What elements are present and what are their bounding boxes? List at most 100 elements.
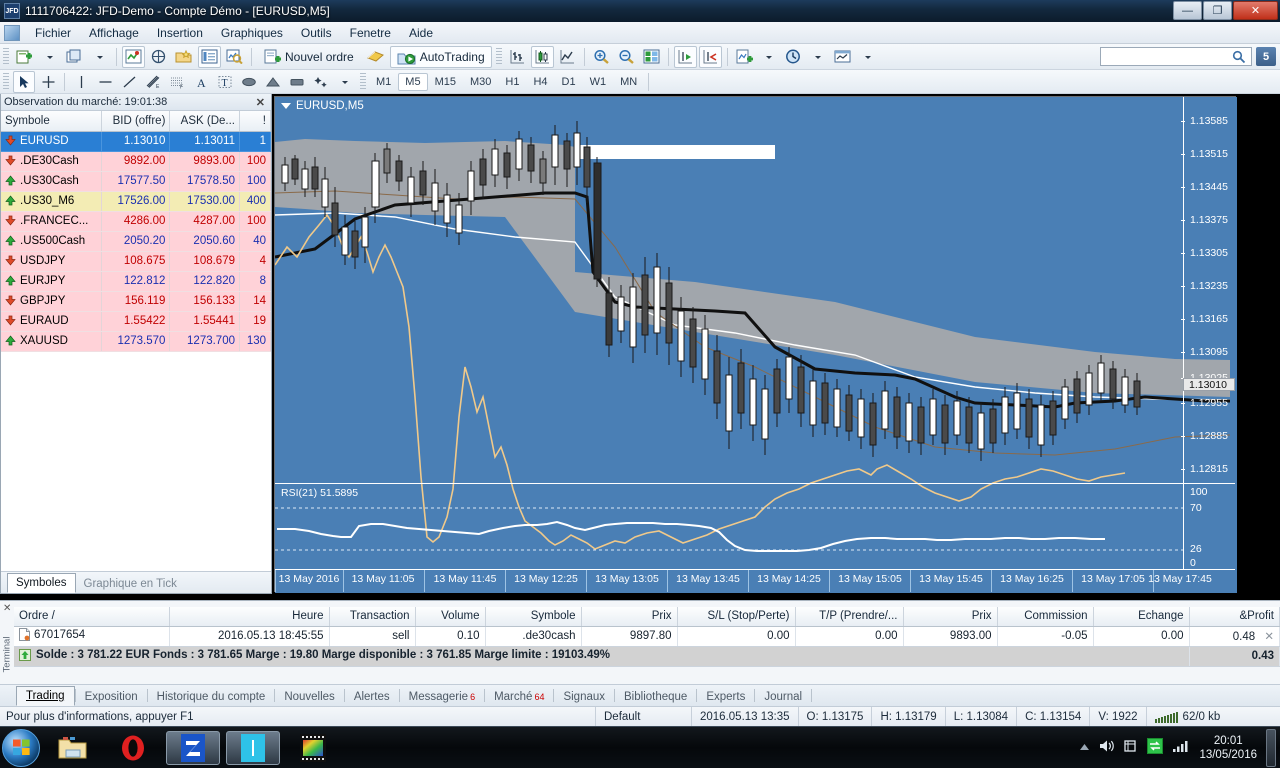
menu-item-affichage[interactable]: Affichage — [89, 25, 139, 40]
cursor-icon[interactable] — [13, 70, 35, 93]
menu-item-fenetre[interactable]: Fenetre — [349, 25, 391, 40]
close-position-icon[interactable]: ✕ — [1264, 631, 1274, 643]
rsi-indicator-pane[interactable]: RSI(21) 51.5895 100 70 26 0 — [275, 483, 1235, 569]
zoom-out-icon[interactable] — [615, 46, 638, 68]
navigator-icon[interactable] — [172, 46, 196, 68]
menu-item-fichier[interactable]: Fichier — [35, 25, 72, 40]
chart-canvas[interactable]: EURUSD,M5 1.13585 1.13515 1.13445 1.1337… — [275, 97, 1237, 593]
column-header-transaction[interactable]: Transaction — [329, 607, 416, 627]
market-watch-row[interactable]: GBPJPY 156.119 156.133 14 — [1, 291, 271, 312]
action-center-icon[interactable] — [1124, 739, 1138, 756]
auto-scroll-icon[interactable] — [673, 45, 697, 68]
taskbar-app-metatrader[interactable] — [226, 730, 280, 765]
data-window-icon[interactable] — [147, 46, 170, 68]
toolbar-grip[interactable] — [3, 47, 9, 66]
profiles-icon[interactable] — [63, 46, 87, 68]
templates-dropdown-icon[interactable] — [857, 46, 879, 68]
tab-alertes[interactable]: Alertes — [345, 688, 399, 706]
menu-item-aide[interactable]: Aide — [408, 25, 433, 40]
restore-button[interactable]: ❐ — [1203, 1, 1232, 20]
indicators-icon[interactable] — [733, 46, 756, 68]
toolbar-grip[interactable] — [360, 72, 366, 91]
line-chart-icon[interactable] — [556, 46, 579, 68]
zoom-in-icon[interactable] — [590, 46, 613, 68]
tab-experts[interactable]: Experts — [697, 688, 754, 706]
profiles-dropdown-icon[interactable] — [89, 46, 111, 68]
tab-nouvelles[interactable]: Nouvelles — [275, 688, 344, 706]
market-watch-row[interactable]: .DE30Cash 9892.00 9893.00 100 — [1, 151, 271, 172]
column-header-tp[interactable]: T/P (Prendre/... — [795, 607, 904, 627]
tab-bibliotheque[interactable]: Bibliotheque — [615, 688, 696, 706]
market-watch-row[interactable]: .FRANCEC... 4286.00 4287.00 100 — [1, 211, 271, 232]
rectangle-icon[interactable] — [286, 71, 308, 93]
toolbar-grip[interactable] — [495, 47, 502, 66]
chart-symbol-label[interactable]: EURUSD,M5 — [281, 100, 364, 112]
price-axis[interactable]: 1.13585 1.13515 1.13445 1.13375 1.13305 … — [1181, 97, 1235, 483]
status-connection[interactable]: 62/0 kb — [1145, 706, 1229, 727]
menu-item-insertion[interactable]: Insertion — [156, 25, 203, 40]
timeframe-m15[interactable]: M15 — [434, 75, 456, 88]
volume-icon[interactable] — [1099, 739, 1115, 756]
market-watch-row[interactable]: EURJPY 122.812 122.820 8 — [1, 271, 271, 292]
market-watch-row[interactable]: XAUUSD 1273.570 1273.700 130 — [1, 331, 271, 352]
clock[interactable]: 20:01 13/05/2016 — [1199, 734, 1257, 762]
column-header-symbole[interactable]: Symbole — [485, 607, 582, 627]
search-count-badge[interactable]: 5 — [1256, 47, 1276, 66]
market-watch-row[interactable]: .US30Cash 17577.50 17578.50 100 — [1, 171, 271, 192]
vertical-line-icon[interactable] — [70, 71, 92, 93]
timeframe-m1[interactable]: M1 — [376, 75, 392, 88]
close-button[interactable]: ✕ — [1233, 1, 1278, 20]
taskbar-app-image-viewer[interactable] — [286, 731, 340, 765]
tab-symboles[interactable]: Symboles — [7, 573, 76, 593]
tab-trading[interactable]: Trading — [16, 686, 75, 706]
table-row[interactable]: 67017654 2016.05.13 18:45:55 sell 0.10 .… — [14, 626, 1280, 647]
timeframe-w1[interactable]: W1 — [589, 75, 607, 88]
market-watch-row[interactable]: USDJPY 108.675 108.679 4 — [1, 251, 271, 272]
minimize-button[interactable]: — — [1173, 1, 1202, 20]
toolbar-grip[interactable] — [3, 72, 9, 91]
trendline-icon[interactable] — [118, 71, 140, 93]
chart-window[interactable]: EURUSD,M5 1.13585 1.13515 1.13445 1.1337… — [274, 96, 1237, 593]
chevron-down-icon[interactable] — [281, 103, 291, 109]
search-box[interactable] — [1100, 47, 1252, 66]
new-order-button[interactable]: Nouvel ordre — [257, 46, 361, 68]
text-label-icon[interactable]: A — [190, 71, 212, 93]
tab-exposition[interactable]: Exposition — [76, 688, 147, 706]
timeframe-d1[interactable]: D1 — [561, 75, 576, 88]
status-profile[interactable]: Default — [595, 706, 691, 727]
column-header-prix[interactable]: Prix — [581, 607, 678, 627]
tab-graphique-en-tick[interactable]: Graphique en Tick — [83, 578, 177, 590]
market-watch-row[interactable]: EURAUD 1.55422 1.55441 19 — [1, 311, 271, 332]
taskbar-app-explorer[interactable] — [46, 731, 100, 765]
menu-item-graphiques[interactable]: Graphiques — [220, 25, 283, 40]
menu-item-outils[interactable]: Outils — [300, 25, 332, 40]
search-input[interactable] — [1104, 49, 1232, 64]
column-header-volume[interactable]: Volume — [415, 607, 486, 627]
period-clock-icon[interactable] — [782, 46, 805, 68]
show-hidden-icons-icon[interactable] — [1079, 741, 1090, 755]
tab-messagerie[interactable]: Messagerie 6 — [400, 688, 484, 706]
new-chart-dropdown-icon[interactable] — [39, 46, 61, 68]
arrows-dropdown-icon[interactable] — [334, 71, 356, 93]
tab-journal[interactable]: Journal — [755, 688, 811, 706]
arrows-icon[interactable] — [310, 71, 332, 93]
terminal-panel-icon[interactable] — [198, 45, 221, 68]
text-box-icon[interactable]: T — [214, 71, 236, 93]
chart-shift-icon[interactable] — [698, 45, 722, 68]
period-dropdown-icon[interactable] — [807, 46, 829, 68]
column-header-sl[interactable]: S/L (Stop/Perte) — [677, 607, 796, 627]
tab-marche[interactable]: Marché 64 — [485, 688, 553, 706]
strategy-tester-icon[interactable] — [223, 46, 246, 68]
autotrading-button[interactable]: AutoTrading — [389, 45, 492, 68]
column-header-prix2[interactable]: Prix — [903, 607, 998, 627]
timeframe-m30[interactable]: M30 — [469, 75, 492, 88]
signal-strength-icon[interactable] — [1172, 739, 1190, 756]
column-header-ask[interactable]: ASK (De... — [169, 111, 240, 132]
fibonacci-icon[interactable]: F — [166, 71, 188, 93]
ellipse-icon[interactable] — [238, 71, 260, 93]
templates-icon[interactable] — [831, 46, 855, 68]
terminal-close-icon[interactable]: ✕ — [3, 603, 12, 614]
candlestick-chart-icon[interactable] — [530, 45, 554, 68]
market-watch-row[interactable]: EURUSD 1.13010 1.13011 1 — [1, 131, 271, 152]
timeframe-m5[interactable]: M5 — [398, 72, 428, 91]
